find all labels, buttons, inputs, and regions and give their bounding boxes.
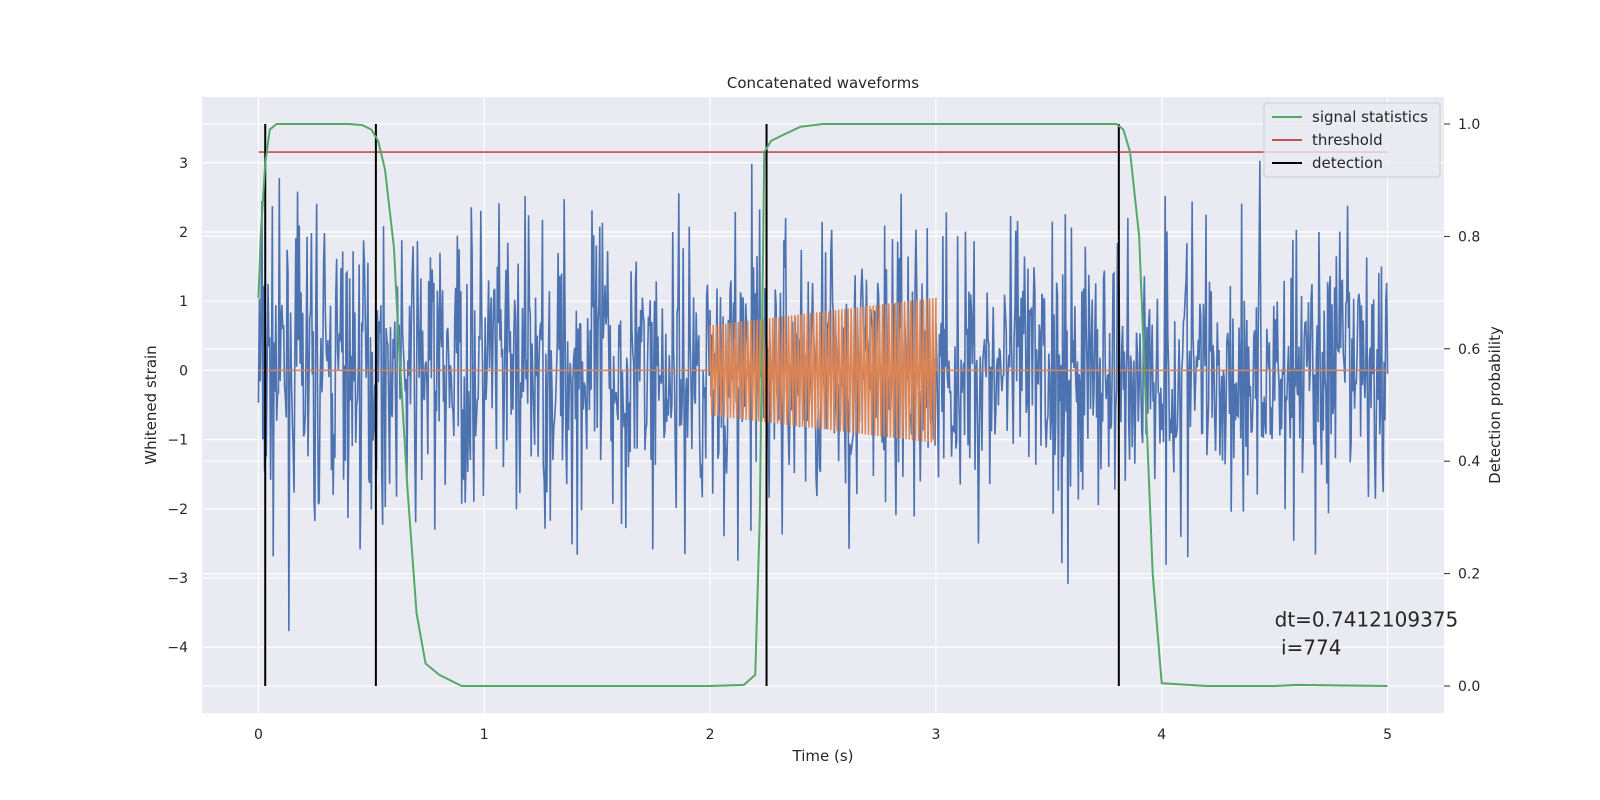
x-tick-label: 4 [1157, 727, 1166, 743]
y2-tick-label: 0.4 [1458, 454, 1480, 470]
y2-tick-label: 0.8 [1458, 229, 1480, 245]
legend: signal statistics threshold detection [1263, 102, 1441, 178]
legend-label-threshold: threshold [1312, 131, 1383, 149]
y-tick-label: −3 [167, 571, 188, 587]
legend-box [1263, 102, 1441, 178]
annotation-line-2: i=774 [1275, 635, 1342, 659]
y-tick-label: −1 [167, 433, 188, 449]
x-tick-label: 3 [931, 727, 940, 743]
y-tick-label: 0 [179, 363, 188, 379]
y-tick-label: −2 [167, 502, 188, 518]
annotation-line-1: dt=0.7412109375 [1275, 607, 1459, 631]
signal-statistics-curve [257, 122, 1388, 688]
y2-tick-label: 0.0 [1458, 679, 1480, 695]
x-tick-label: 0 [254, 727, 263, 743]
injected-waveform-series [258, 297, 1388, 443]
y2-tick-label: 0.6 [1458, 342, 1480, 358]
y-axis-label: Whitened strain [142, 345, 160, 464]
series-layer [257, 122, 1389, 688]
axis-ticks: 0 1 2 3 4 5 −4 −3 −2 −1 0 1 2 3 0.0 0.2 0.4 0.6 0.8 1.0 [167, 117, 1480, 743]
y-tick-label: 1 [179, 294, 188, 310]
x-tick-label: 5 [1383, 727, 1392, 743]
y-tick-label: 3 [179, 156, 188, 172]
x-tick-label: 1 [480, 727, 489, 743]
y2-tick-label: 0.2 [1458, 567, 1480, 583]
legend-label-detection: detection [1312, 154, 1383, 172]
x-tick-label: 2 [706, 727, 715, 743]
chart-title: Concatenated waveforms [727, 74, 919, 92]
legend-label-signal-statistics: signal statistics [1312, 108, 1428, 126]
x-axis-label: Time (s) [792, 747, 854, 765]
y2-axis-label: Detection probability [1486, 326, 1504, 484]
y2-tick-label: 1.0 [1458, 117, 1480, 133]
y-tick-label: −4 [167, 640, 188, 656]
annotation: dt=0.7412109375 i=774 [1275, 607, 1459, 659]
y-tick-label: 2 [179, 225, 188, 241]
